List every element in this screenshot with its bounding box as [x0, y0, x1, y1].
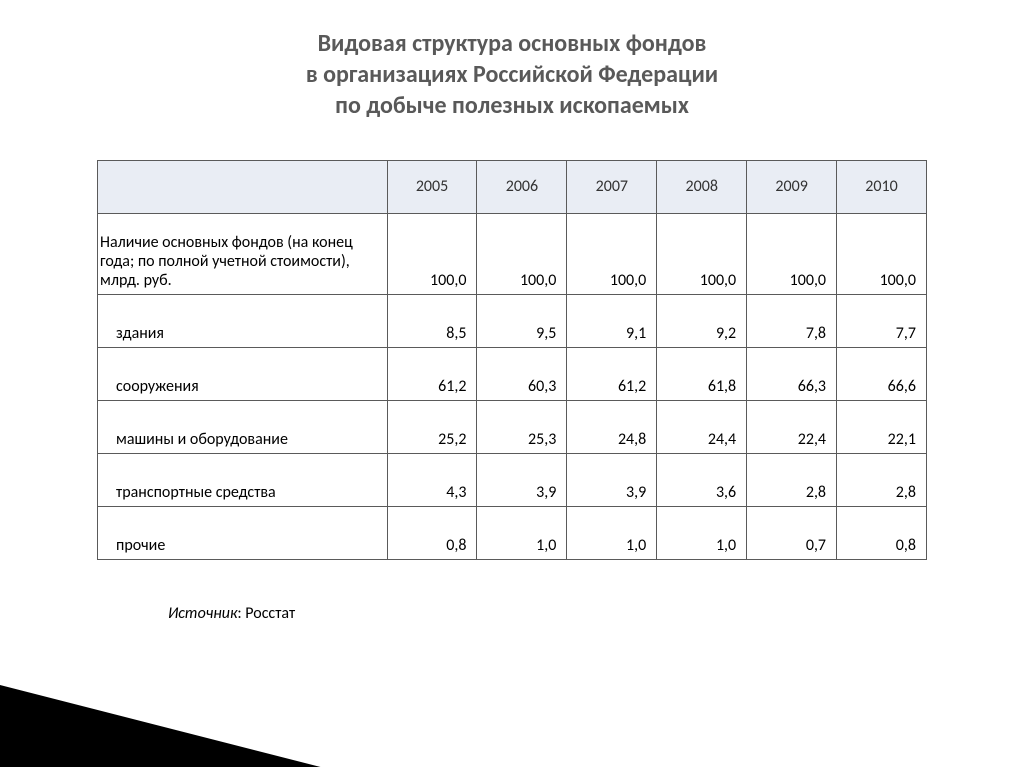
row-label: прочие	[98, 506, 388, 559]
row-label: здания	[98, 294, 388, 347]
cell-value: 24,4	[657, 400, 747, 453]
source-label: Источник	[168, 604, 237, 623]
cell-value: 8,5	[387, 294, 477, 347]
cell-value: 61,2	[567, 347, 657, 400]
cell-value: 3,9	[477, 453, 567, 506]
source-value: : Росстат	[237, 604, 295, 623]
cell-value: 25,3	[477, 400, 567, 453]
cell-value: 66,6	[837, 347, 927, 400]
table-row: транспортные средства4,33,93,93,62,82,8	[98, 453, 927, 506]
header-year: 2010	[837, 160, 927, 213]
title-line-2: в организациях Российской Федерации	[306, 60, 718, 89]
table-row: сооружения61,260,361,261,866,366,6	[98, 347, 927, 400]
cell-value: 100,0	[567, 213, 657, 294]
table-row: машины и оборудование25,225,324,824,422,…	[98, 400, 927, 453]
cell-value: 22,4	[747, 400, 837, 453]
cell-value: 1,0	[477, 506, 567, 559]
cell-value: 100,0	[837, 213, 927, 294]
cell-value: 24,8	[567, 400, 657, 453]
header-year: 2008	[657, 160, 747, 213]
cell-value: 100,0	[657, 213, 747, 294]
header-year: 2009	[747, 160, 837, 213]
row-label: сооружения	[98, 347, 388, 400]
data-table: 2005 2006 2007 2008 2009 2010 Наличие ос…	[97, 160, 927, 560]
table-row: прочие0,81,01,01,00,70,8	[98, 506, 927, 559]
page-title: Видовая структура основных фондов в орга…	[0, 28, 1024, 122]
cell-value: 9,5	[477, 294, 567, 347]
table-row: здания8,59,59,19,27,87,7	[98, 294, 927, 347]
data-table-container: 2005 2006 2007 2008 2009 2010 Наличие ос…	[97, 160, 927, 560]
header-blank	[98, 160, 388, 213]
cell-value: 0,8	[837, 506, 927, 559]
source-line: Источник: Росстат	[168, 604, 1024, 623]
cell-value: 66,3	[747, 347, 837, 400]
row-label: транспортные средства	[98, 453, 388, 506]
cell-value: 25,2	[387, 400, 477, 453]
header-year: 2005	[387, 160, 477, 213]
header-year: 2007	[567, 160, 657, 213]
header-year: 2006	[477, 160, 567, 213]
cell-value: 2,8	[837, 453, 927, 506]
cell-value: 61,2	[387, 347, 477, 400]
cell-value: 1,0	[657, 506, 747, 559]
cell-value: 61,8	[657, 347, 747, 400]
cell-value: 100,0	[387, 213, 477, 294]
row-label: машины и оборудование	[98, 400, 388, 453]
cell-value: 0,7	[747, 506, 837, 559]
cell-value: 3,9	[567, 453, 657, 506]
cell-value: 9,1	[567, 294, 657, 347]
cell-value: 3,6	[657, 453, 747, 506]
cell-value: 100,0	[477, 213, 567, 294]
cell-value: 7,7	[837, 294, 927, 347]
decorative-wedge-dark	[0, 685, 430, 767]
table-row: Наличие основных фондов (на конец года; …	[98, 213, 927, 294]
cell-value: 2,8	[747, 453, 837, 506]
title-line-3: по добыче полезных ископаемых	[335, 91, 689, 120]
title-line-1: Видовая структура основных фондов	[318, 29, 707, 58]
cell-value: 100,0	[747, 213, 837, 294]
cell-value: 7,8	[747, 294, 837, 347]
cell-value: 1,0	[567, 506, 657, 559]
cell-value: 4,3	[387, 453, 477, 506]
cell-value: 60,3	[477, 347, 567, 400]
cell-value: 0,8	[387, 506, 477, 559]
table-header-row: 2005 2006 2007 2008 2009 2010	[98, 160, 927, 213]
row-label: Наличие основных фондов (на конец года; …	[98, 213, 388, 294]
cell-value: 22,1	[837, 400, 927, 453]
cell-value: 9,2	[657, 294, 747, 347]
